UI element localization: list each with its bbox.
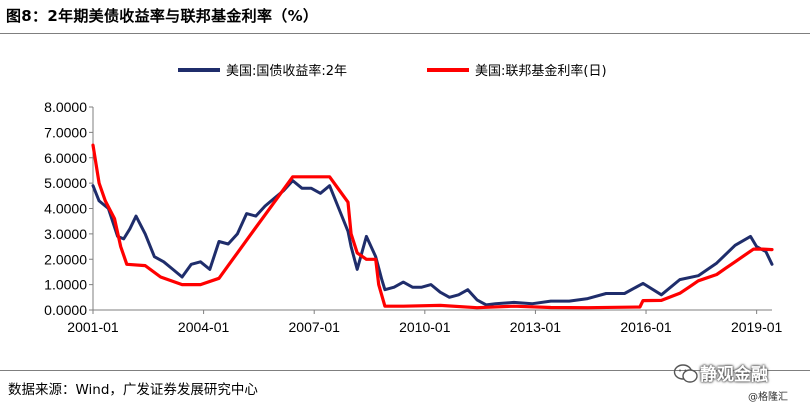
y-tick-label: 4.0000 (44, 201, 87, 217)
y-tick-label: 6.0000 (44, 150, 87, 166)
x-tick-label: 2001-01 (67, 319, 119, 335)
x-tick-label: 2010-01 (399, 319, 451, 335)
chart-title: 图8：2年期美债收益率与联邦基金利率（%） (6, 7, 319, 25)
y-tick-label: 7.0000 (44, 124, 87, 140)
legend-label-fed-funds: 美国:联邦基金利率(日) (475, 63, 607, 79)
watermark-brand: 静观金融 (700, 365, 768, 385)
wechat-logo-icon (673, 364, 698, 383)
y-tick-label: 5.0000 (44, 175, 87, 191)
x-tick-label: 2013-01 (510, 319, 562, 335)
source-note: 数据来源：Wind，广发证券发展研究中心 (8, 382, 258, 398)
footer-divider (0, 370, 810, 371)
line-chart: 美国:国债收益率:2年 美国:联邦基金利率(日) 0.0000 1.0000 2.0… (44, 63, 782, 335)
y-tick-label: 3.0000 (44, 226, 87, 242)
x-tick-label: 2016-01 (620, 319, 672, 335)
x-tick-label: 2004-01 (178, 319, 230, 335)
x-tick-label: 2019-01 (731, 319, 783, 335)
y-tick-label: 0.0000 (44, 302, 87, 318)
watermark-handle: @格隆汇 (748, 392, 788, 403)
y-tick-label: 2.0000 (44, 251, 87, 267)
y-tick-label: 8.0000 (44, 99, 87, 115)
series-line-treasury-2y (91, 179, 774, 307)
x-tick-label: 2007-01 (289, 319, 341, 335)
legend: 美国:国债收益率:2年 美国:联邦基金利率(日) (178, 63, 607, 79)
axes: 0.0000 1.0000 2.0000 3.0000 4.0000 5.0000 6.00… (44, 99, 782, 335)
plot-area (91, 143, 774, 310)
y-tick-label: 1.0000 (44, 277, 87, 293)
title-divider (0, 33, 810, 34)
legend-label-treasury-2y: 美国:国债收益率:2年 (226, 63, 347, 79)
series-line-fed-funds (91, 143, 774, 310)
